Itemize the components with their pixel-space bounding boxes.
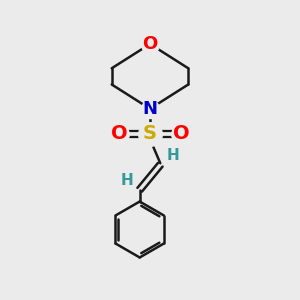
Text: H: H (166, 148, 179, 164)
Text: O: O (172, 124, 189, 143)
Text: O: O (111, 124, 128, 143)
Text: O: O (142, 35, 158, 53)
Text: N: N (142, 100, 158, 118)
Text: H: H (121, 173, 134, 188)
Text: S: S (143, 124, 157, 143)
